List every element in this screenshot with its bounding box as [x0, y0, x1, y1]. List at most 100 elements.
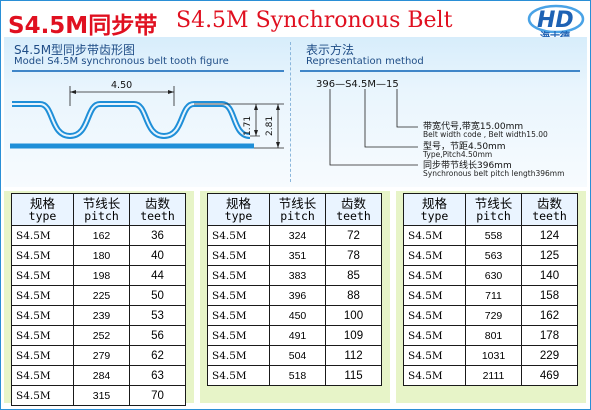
type-cell: S4.5M [207, 325, 270, 346]
teeth-cell: 112 [325, 345, 382, 366]
table-row: S4.5M 729 162 [403, 305, 578, 326]
table-row: S4.5M 504 112 [207, 345, 382, 366]
teeth-cell: 70 [129, 385, 186, 406]
pitch-length-en: Synchronous belt pitch length396mm [423, 169, 565, 178]
teeth-cell: 40 [129, 245, 186, 266]
teeth-cell: 124 [521, 225, 578, 246]
representation-heading-underline [300, 70, 580, 72]
type-cell: S4.5M [207, 285, 270, 306]
teeth-cell: 88 [325, 285, 382, 306]
type-cell: S4.5M [11, 325, 74, 346]
pitch-cell: 563 [465, 245, 522, 266]
pitch-cell: 518 [269, 365, 326, 386]
pitch-cell: 279 [73, 345, 130, 366]
pitch-cell: 396 [269, 285, 326, 306]
table-row: S4.5M 239 53 [11, 305, 186, 326]
teeth-cell: 162 [521, 305, 578, 326]
teeth-cell: 115 [325, 365, 382, 386]
size-table-2: 规格 type 节线长 pitch 齿数 teeth S4.5M 324 72 S4.5M… [207, 193, 382, 386]
type-cell: S4.5M [403, 245, 466, 266]
pitch-cell: 239 [73, 305, 130, 326]
type-cell: S4.5M [11, 305, 74, 326]
table-row: S4.5M 324 72 [207, 225, 382, 246]
col-type-header: 规格 type [207, 193, 270, 226]
type-cell: S4.5M [403, 305, 466, 326]
col-pitch-header: 节线长 pitch [269, 193, 326, 226]
pitch-cell: 801 [465, 325, 522, 346]
brand-logo: HD [527, 4, 585, 34]
teeth-cell: 50 [129, 285, 186, 306]
table-row: S4.5M 284 63 [11, 365, 186, 386]
pitch-cell: 284 [73, 365, 130, 386]
pitch-cell: 252 [73, 325, 130, 346]
type-cell: S4.5M [207, 265, 270, 286]
total-height-label: 2.81 [265, 116, 275, 136]
size-table-1: 规格 type 节线长 pitch 齿数 teeth S4.5M 162 36 S4.5M… [11, 193, 186, 406]
pitch-label: 4.50 [111, 80, 132, 91]
type-cell: S4.5M [207, 345, 270, 366]
table-row: S4.5M 383 85 [207, 265, 382, 286]
pitch-cell: 198 [73, 265, 130, 286]
table-row: S4.5M 630 140 [403, 265, 578, 286]
table-row: S4.5M 491 109 [207, 325, 382, 346]
teeth-cell: 229 [521, 345, 578, 366]
table-row: S4.5M 518 115 [207, 365, 382, 386]
type-cell: S4.5M [207, 245, 270, 266]
tooth-figure-heading-en: Model S4.5M synchronous belt tooth figur… [14, 56, 229, 67]
pitch-cell: 491 [269, 325, 326, 346]
figure-panel [4, 37, 587, 187]
type-cell: S4.5M [207, 305, 270, 326]
size-table-2-panel: 规格 type 节线长 pitch 齿数 teeth S4.5M 324 72 S4.5M… [200, 191, 390, 403]
pitch-cell: 225 [73, 285, 130, 306]
table-row: S4.5M 315 70 [11, 385, 186, 406]
col-pitch-header: 节线长 pitch [465, 193, 522, 226]
col-teeth-header: 齿数 teeth [325, 193, 382, 226]
pitch-cell: 729 [465, 305, 522, 326]
table-row: S4.5M 1031 229 [403, 345, 578, 366]
pitch-cell: 383 [269, 265, 326, 286]
teeth-cell: 78 [325, 245, 382, 266]
page-title-cn: S4.5M同步带 [8, 13, 158, 39]
teeth-cell: 85 [325, 265, 382, 286]
type-pitch-cn: 型号，节距4.50mm [423, 142, 506, 152]
type-cell: S4.5M [403, 325, 466, 346]
teeth-cell: 56 [129, 325, 186, 346]
type-pitch-en: Type,Pitch4.50mm [423, 150, 493, 159]
table-row: S4.5M 558 124 [403, 225, 578, 246]
teeth-cell: 62 [129, 345, 186, 366]
pitch-cell: 180 [73, 245, 130, 266]
type-cell: S4.5M [403, 265, 466, 286]
col-type-header: 规格 type [403, 193, 466, 226]
size-table-3-panel: 规格 type 节线长 pitch 齿数 teeth S4.5M 558 124 S4.5… [396, 191, 586, 403]
pitch-cell: 630 [465, 265, 522, 286]
type-cell: S4.5M [11, 225, 74, 246]
teeth-cell: 158 [521, 285, 578, 306]
table-row: S4.5M 162 36 [11, 225, 186, 246]
pitch-cell: 711 [465, 285, 522, 306]
type-cell: S4.5M [11, 385, 74, 406]
teeth-cell: 72 [325, 225, 382, 246]
col-type-header: 规格 type [11, 193, 74, 226]
tooth-profile-diagram: 4.50 1.71 2.81 [10, 80, 284, 149]
teeth-cell: 63 [129, 365, 186, 386]
designation-code: 396—S4.5M—15 [316, 79, 399, 90]
teeth-cell: 140 [521, 265, 578, 286]
pitch-cell: 1031 [465, 345, 522, 366]
type-cell: S4.5M [11, 285, 74, 306]
tooth-heading-underline [12, 70, 284, 72]
size-table-3: 规格 type 节线长 pitch 齿数 teeth S4.5M 558 124 S4.5… [403, 193, 578, 386]
table-row: S4.5M 563 125 [403, 245, 578, 266]
col-pitch-header: 节线长 pitch [73, 193, 130, 226]
type-cell: S4.5M [403, 345, 466, 366]
type-cell: S4.5M [207, 225, 270, 246]
table-row: S4.5M 180 40 [11, 245, 186, 266]
teeth-cell: 53 [129, 305, 186, 326]
type-cell: S4.5M [11, 345, 74, 366]
logo-mark: HD [537, 8, 574, 33]
teeth-cell: 125 [521, 245, 578, 266]
size-table-1-panel: 规格 type 节线长 pitch 齿数 teeth S4.5M 162 36 S4.5M… [4, 191, 194, 406]
type-cell: S4.5M [207, 365, 270, 386]
pitch-cell: 351 [269, 245, 326, 266]
pitch-cell: 162 [73, 225, 130, 246]
type-cell: S4.5M [11, 245, 74, 266]
